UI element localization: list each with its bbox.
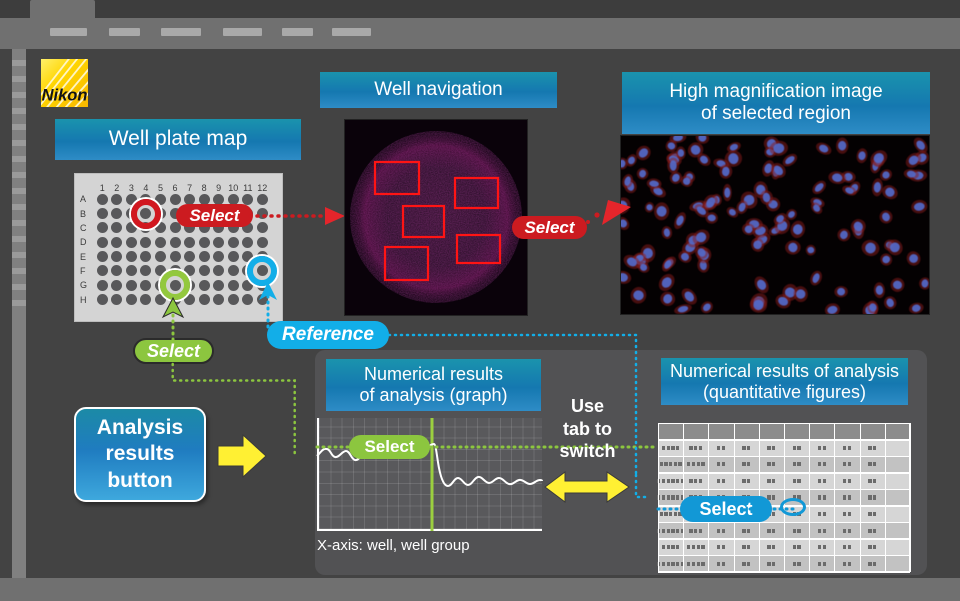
svg-text:Nikon: Nikon [42, 87, 88, 105]
